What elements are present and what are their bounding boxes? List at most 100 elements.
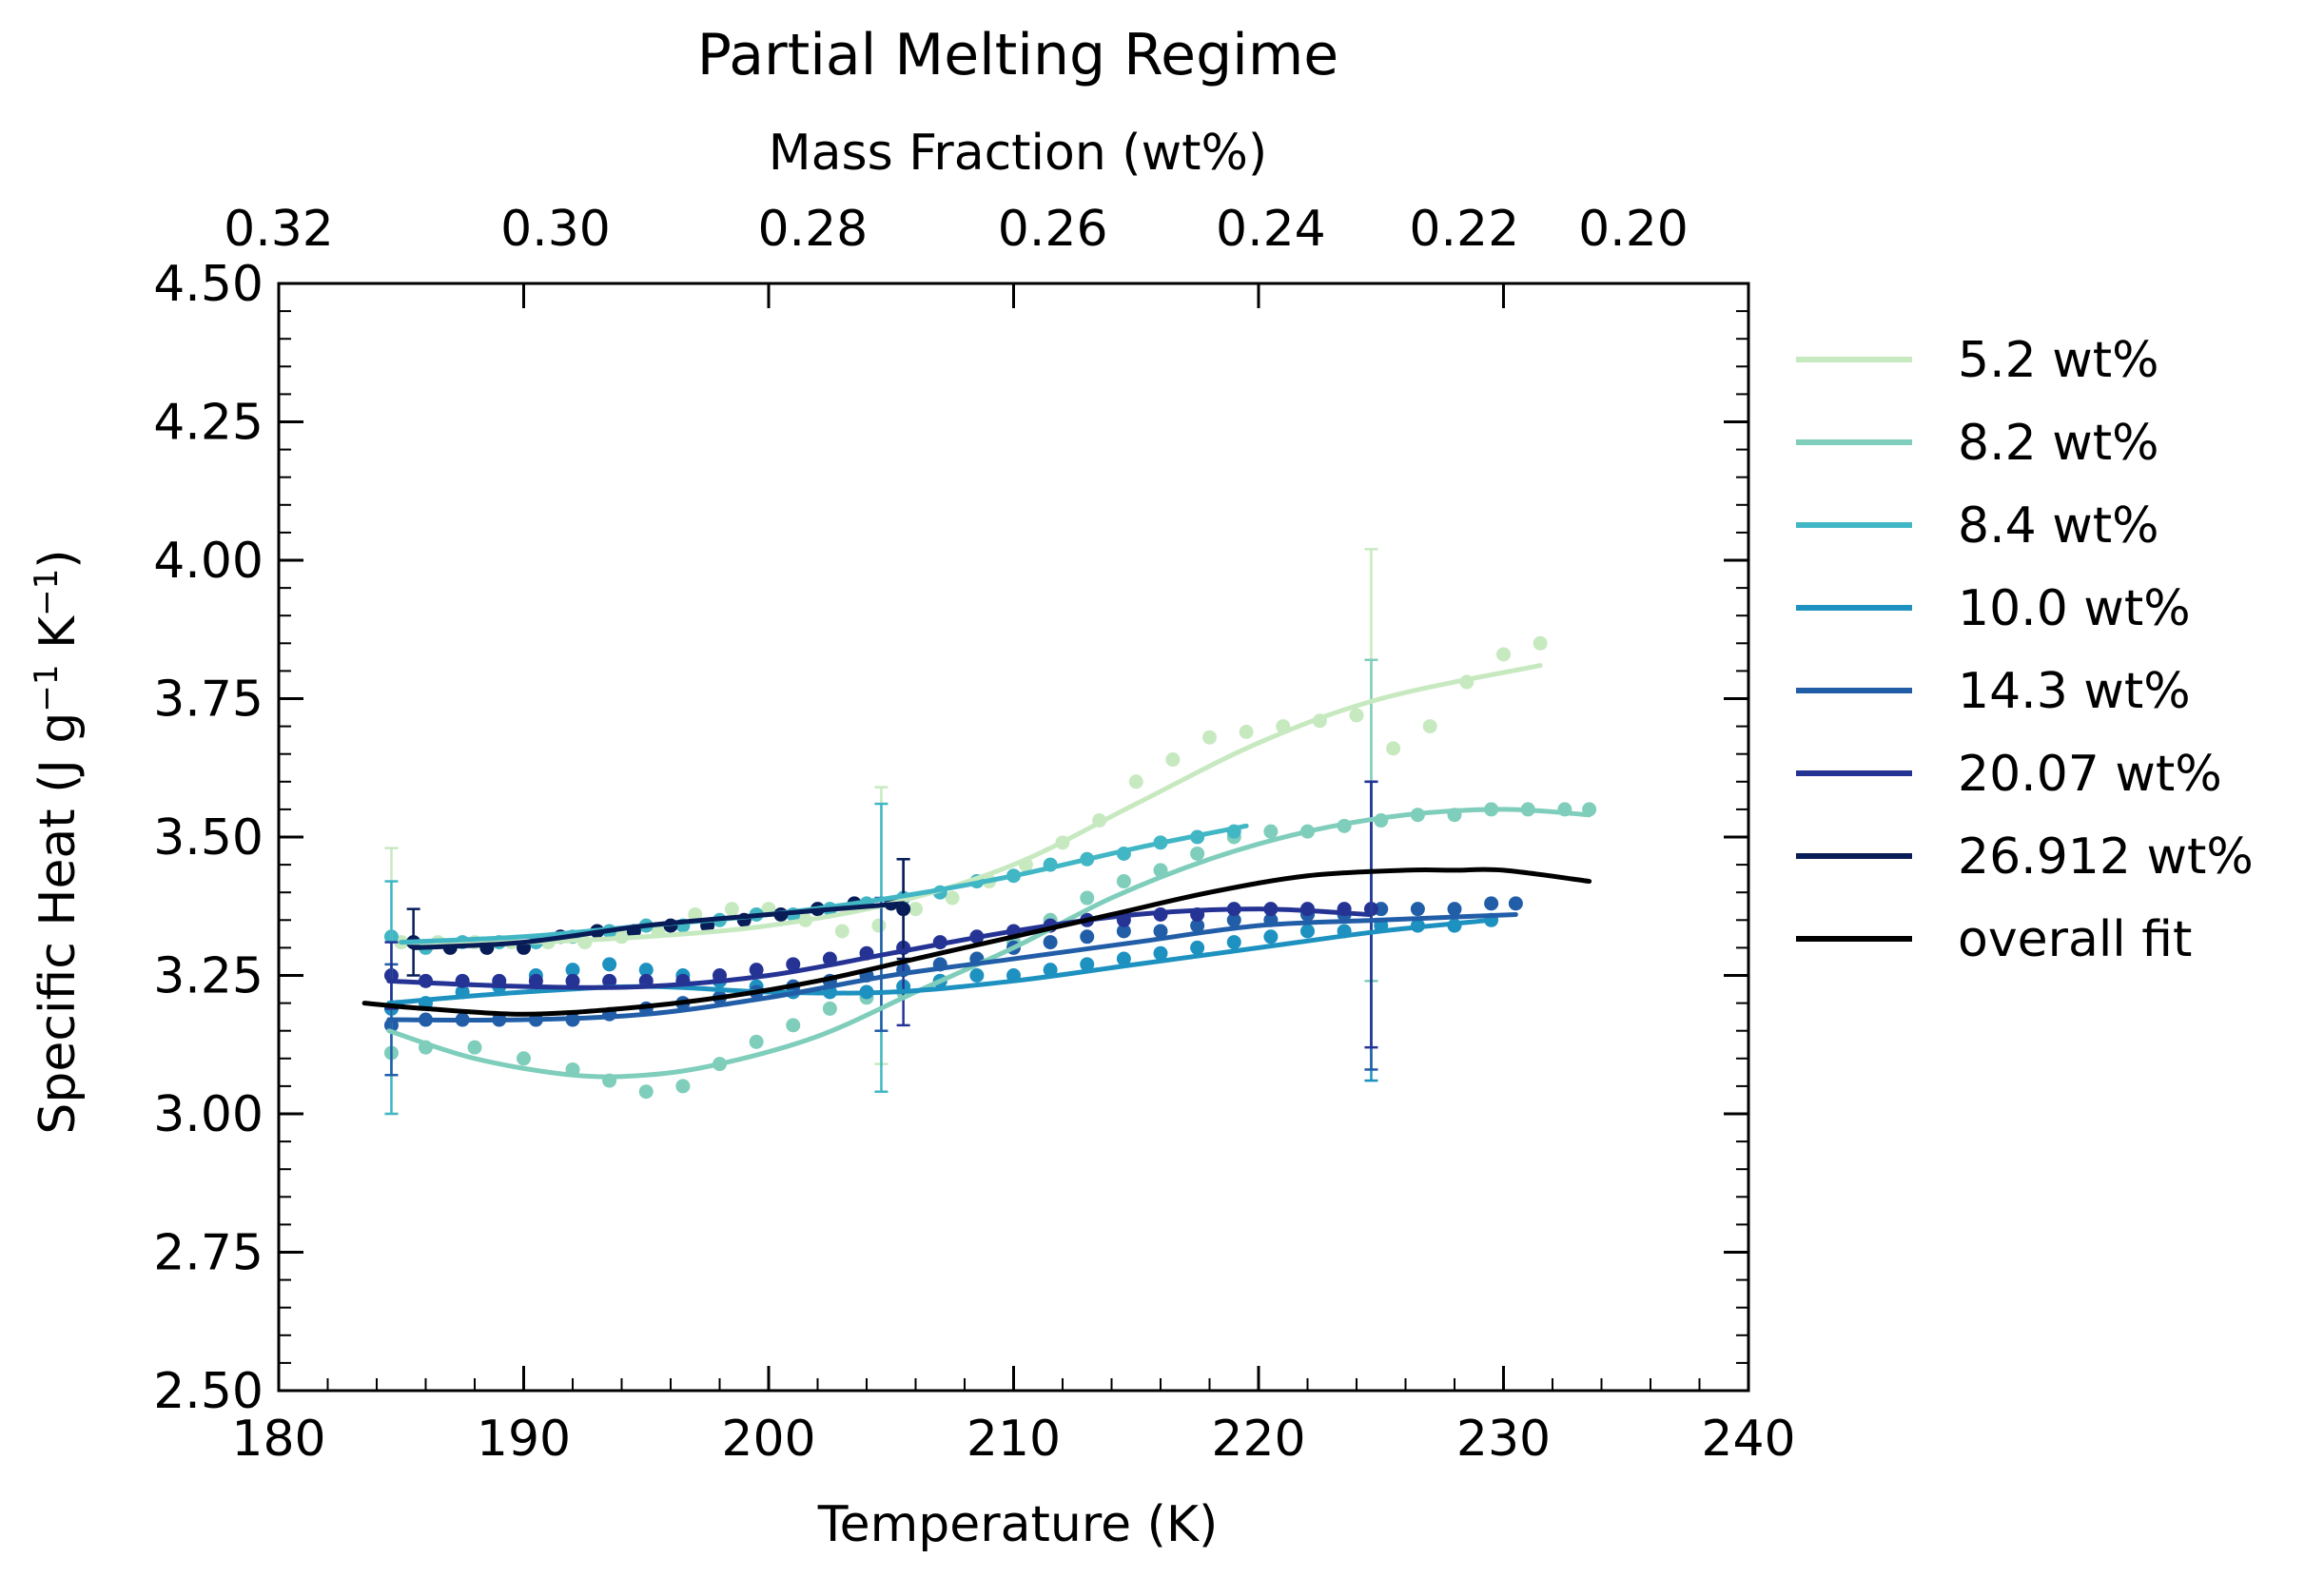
fit-lines-layer <box>361 663 1592 1080</box>
data-point <box>1190 918 1205 933</box>
data-point <box>1153 945 1168 961</box>
data-point <box>749 1034 764 1049</box>
data-point <box>908 902 923 917</box>
top-x-tick-label: 0.22 <box>1409 201 1519 258</box>
data-point <box>517 1051 531 1066</box>
y-axis: 2.50 2.75 3.00 3.25 3.50 3.75 4.00 4.25 4.50 <box>153 256 1748 1420</box>
data-point <box>1080 957 1095 972</box>
y-tick-label: 3.75 <box>153 672 264 729</box>
data-point <box>1116 924 1131 939</box>
plot-area <box>361 548 1597 1116</box>
data-point <box>945 890 960 906</box>
fit-line <box>386 911 1518 1023</box>
data-point <box>1349 708 1364 723</box>
fit-line <box>411 901 907 950</box>
data-point <box>822 1001 837 1016</box>
fit-line <box>361 867 1592 1017</box>
data-point <box>1410 902 1425 917</box>
data-point <box>1202 730 1217 745</box>
y-tick-label: 4.25 <box>153 395 264 452</box>
data-point <box>675 1079 691 1094</box>
y-tick-label: 2.75 <box>153 1225 264 1282</box>
data-point <box>834 924 850 939</box>
data-point <box>467 1040 482 1055</box>
y-axis-label-sup1: −1 <box>28 664 66 711</box>
data-point <box>1374 902 1389 917</box>
x-tick-label: 190 <box>477 1411 571 1468</box>
data-point <box>1300 924 1315 939</box>
data-point <box>638 1084 654 1100</box>
legend-label: 8.2 wt% <box>1958 415 2159 472</box>
y-axis-label-end: ) <box>29 549 87 568</box>
data-point <box>1263 824 1279 839</box>
top-x-axis-label: Mass Fraction (wt%) <box>769 125 1267 182</box>
data-point <box>1080 929 1095 945</box>
y-tick-label: 4.50 <box>153 256 264 313</box>
data-point <box>1484 896 1499 911</box>
y-tick-label: 3.50 <box>153 809 264 867</box>
data-point <box>969 968 985 983</box>
data-point <box>1128 774 1143 789</box>
data-point <box>1190 846 1205 861</box>
data-point <box>1422 719 1437 734</box>
y-tick-label: 3.00 <box>153 1086 264 1143</box>
data-point <box>565 973 580 988</box>
y-axis-label-mid: K <box>29 614 87 665</box>
y-tick-label: 3.25 <box>153 948 264 1005</box>
data-point <box>602 957 617 972</box>
data-point <box>1043 963 1058 978</box>
x-tick-label: 210 <box>967 1411 1061 1468</box>
data-point <box>565 963 580 978</box>
data-point <box>1263 929 1279 945</box>
data-point <box>638 963 654 978</box>
y-tick-label: 2.50 <box>153 1363 264 1420</box>
points-layer <box>383 635 1597 1100</box>
data-point <box>786 1018 801 1033</box>
legend: 5.2 wt% 8.2 wt% 8.4 wt% 10.0 wt% 14.3 wt% 20.… <box>1796 332 2254 968</box>
data-point <box>724 902 739 917</box>
data-point <box>1190 940 1205 955</box>
legend-label: 8.4 wt% <box>1958 497 2159 555</box>
x-tick-label: 200 <box>721 1411 815 1468</box>
fit-line <box>399 663 1543 945</box>
data-point <box>1508 896 1523 911</box>
top-x-tick-label: 0.20 <box>1578 201 1689 258</box>
data-point <box>1533 635 1548 651</box>
legend-label: 10.0 wt% <box>1958 580 2191 637</box>
data-point <box>1496 647 1511 662</box>
top-x-tick-label: 0.32 <box>224 201 334 258</box>
x-tick-label: 220 <box>1211 1411 1305 1468</box>
data-point <box>1226 912 1241 927</box>
y-axis-label: Specific Heat (J g−1 K−1) <box>28 549 87 1134</box>
plot-frame <box>277 282 1750 1393</box>
x-axis: 180 190 200 210 220 230 240 <box>231 283 1796 1468</box>
legend-label: 5.2 wt% <box>1958 332 2159 389</box>
data-point <box>602 973 617 988</box>
fit-line <box>386 906 1372 990</box>
x-tick-label: 230 <box>1456 1411 1551 1468</box>
legend-label: 20.07 wt% <box>1958 746 2222 803</box>
data-point <box>786 957 801 972</box>
data-point <box>871 918 887 933</box>
data-point <box>1386 741 1401 756</box>
top-x-tick-label: 0.26 <box>998 201 1108 258</box>
legend-label: 26.912 wt% <box>1958 828 2254 886</box>
data-point <box>749 963 764 978</box>
data-point <box>1116 874 1131 889</box>
y-axis-label-sup2: −1 <box>28 569 66 616</box>
x-tick-label: 240 <box>1701 1411 1795 1468</box>
legend-label: overall fit <box>1958 911 2192 968</box>
data-point <box>1239 724 1254 739</box>
data-point <box>1043 935 1058 950</box>
top-x-axis: 0.32 0.30 0.28 0.26 0.24 0.22 0.20 <box>224 201 1689 258</box>
data-point <box>1447 902 1462 917</box>
legend-label: 14.3 wt% <box>1958 663 2191 720</box>
y-axis-label-main: Specific Heat (J g <box>29 712 87 1135</box>
top-x-tick-label: 0.28 <box>757 201 868 258</box>
data-point <box>1153 924 1168 939</box>
chart-title: Partial Melting Regime <box>697 22 1338 88</box>
top-x-tick-label: 0.24 <box>1216 201 1326 258</box>
y-tick-label: 4.00 <box>153 533 264 590</box>
x-tick-label: 180 <box>231 1411 325 1468</box>
